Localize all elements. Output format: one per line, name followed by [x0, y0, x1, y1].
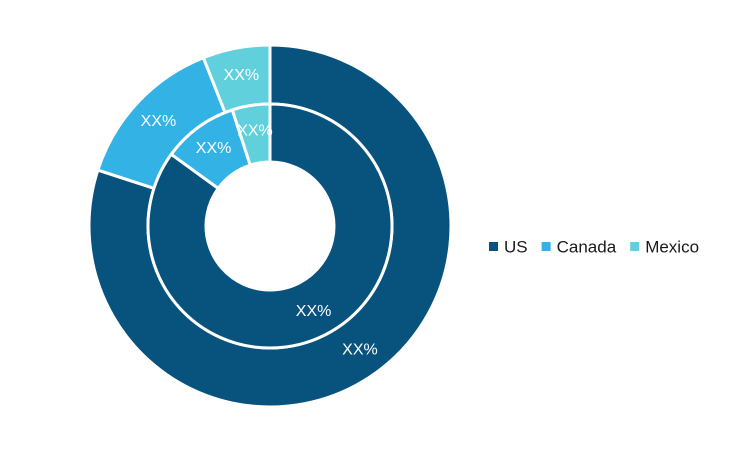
inner-ring-label-canada: XX%: [196, 140, 232, 157]
inner-ring-label-mexico: XX%: [237, 123, 273, 140]
legend-label-canada: Canada: [557, 238, 617, 257]
legend-swatch-mexico: [630, 242, 640, 251]
slice-labels: XX% XX% XX% XX% XX% XX%: [141, 67, 378, 358]
legend-label-us: US: [504, 238, 528, 257]
inner-ring-label-us: XX%: [296, 303, 332, 320]
donut-rings: [87, 43, 453, 409]
outer-ring-label-canada: XX%: [141, 113, 177, 130]
inner-ring-slice-mexico: [230, 102, 272, 168]
legend-label-mexico: Mexico: [645, 238, 699, 257]
outer-ring-label-us: XX%: [342, 341, 378, 358]
legend-swatch-canada: [541, 242, 551, 251]
outer-ring-label-mexico: XX%: [224, 67, 260, 84]
inner-ring-slice-us: [146, 102, 394, 350]
legend-swatch-us: [489, 242, 498, 251]
legend: US Canada Mexico: [489, 238, 699, 257]
